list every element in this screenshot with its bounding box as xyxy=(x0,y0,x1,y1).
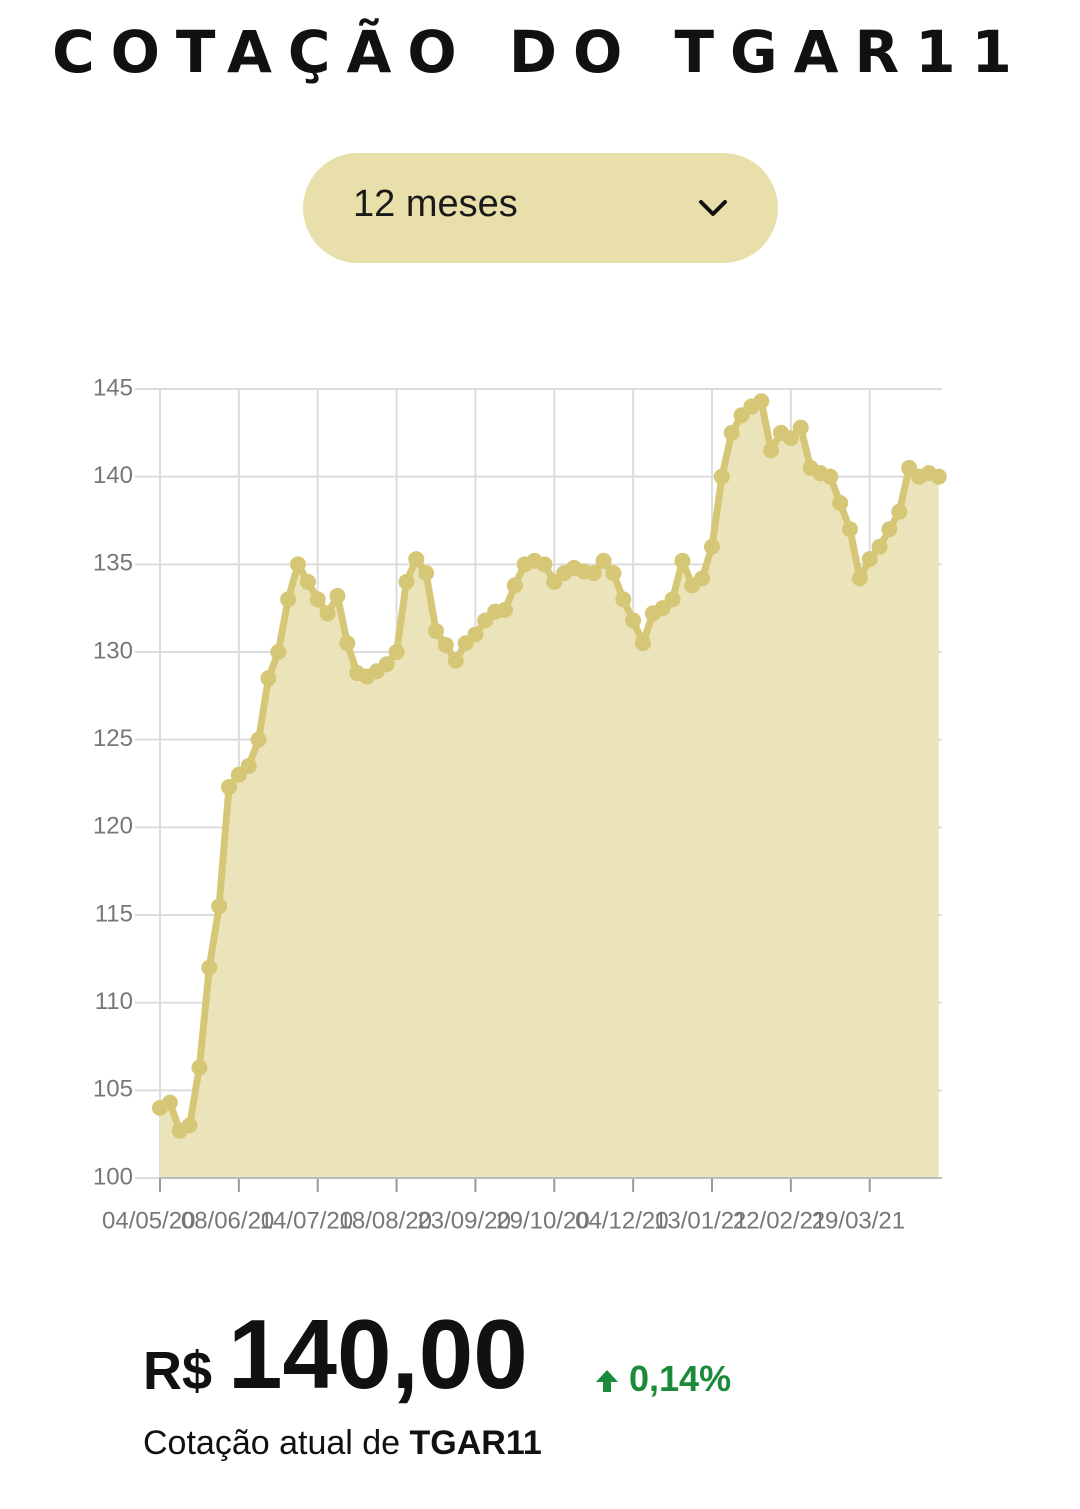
y-tick-label: 110 xyxy=(95,988,133,1015)
data-point xyxy=(418,565,435,582)
data-point xyxy=(260,670,277,687)
data-point xyxy=(221,779,237,796)
data-point xyxy=(674,552,691,569)
data-point xyxy=(280,591,297,608)
x-tick-label: 22/02/21 xyxy=(733,1207,826,1234)
y-tick-label: 135 xyxy=(93,550,133,577)
data-point xyxy=(339,635,356,652)
period-label: 12 meses xyxy=(353,183,518,225)
currency: R$ xyxy=(143,1341,213,1401)
data-point xyxy=(250,731,267,748)
data-point xyxy=(713,468,730,485)
data-point xyxy=(191,1059,208,1076)
data-point xyxy=(290,556,306,573)
data-point xyxy=(871,538,888,555)
data-point xyxy=(211,898,228,915)
data-point xyxy=(398,573,415,590)
y-tick-label: 140 xyxy=(93,462,133,489)
data-point xyxy=(694,570,711,587)
x-tick-label: 14/07/20 xyxy=(260,1207,353,1234)
data-point xyxy=(763,442,780,459)
x-tick-label: 04/05/20 xyxy=(102,1207,195,1234)
data-point xyxy=(181,1117,198,1134)
caption-text: Cotação atual de xyxy=(143,1424,401,1462)
change-value: 0,14% xyxy=(629,1358,732,1399)
data-point xyxy=(309,591,326,608)
data-point xyxy=(585,565,602,582)
data-point xyxy=(782,430,799,447)
data-point xyxy=(270,644,287,660)
y-tick-label: 100 xyxy=(93,1163,133,1190)
data-point xyxy=(664,591,681,608)
data-point xyxy=(388,644,405,660)
x-tick-label: 29/10/20 xyxy=(496,1207,589,1234)
data-point xyxy=(595,552,612,569)
area-fill xyxy=(160,401,939,1178)
data-point xyxy=(161,1094,178,1111)
data-point xyxy=(605,565,622,582)
caption: Cotação atual de TGAR11 xyxy=(143,1424,542,1463)
data-point xyxy=(506,577,523,594)
data-point xyxy=(635,635,651,652)
x-tick-label: 13/01/21 xyxy=(654,1207,747,1234)
data-point xyxy=(891,503,908,520)
data-point xyxy=(299,573,316,590)
x-tick-label: 29/03/21 xyxy=(812,1207,905,1234)
y-tick-label: 115 xyxy=(95,900,133,927)
data-point xyxy=(704,538,720,555)
data-point xyxy=(447,652,464,669)
data-point xyxy=(536,556,553,573)
data-point xyxy=(723,424,740,441)
data-point xyxy=(881,521,898,538)
data-point xyxy=(851,570,868,587)
data-point xyxy=(437,636,454,653)
y-tick-label: 120 xyxy=(93,813,133,840)
data-point xyxy=(428,622,444,639)
x-tick-label: 04/12/20 xyxy=(575,1207,668,1234)
ticker: TGAR11 xyxy=(409,1424,542,1462)
y-tick-label: 125 xyxy=(93,725,133,752)
data-point xyxy=(408,551,425,568)
data-point xyxy=(861,551,878,568)
data-point xyxy=(240,757,257,774)
page-title: COTAÇÃO DO TGAR11 xyxy=(52,18,1028,86)
period-select[interactable]: 12 meses xyxy=(303,153,778,263)
y-tick-label: 130 xyxy=(93,637,133,664)
y-tick-label: 145 xyxy=(93,374,133,401)
data-point xyxy=(378,656,395,673)
data-point xyxy=(467,626,484,643)
data-point xyxy=(329,587,346,604)
data-point xyxy=(319,605,336,622)
data-point xyxy=(822,468,839,485)
data-point xyxy=(832,494,849,511)
price-change: 0,14% xyxy=(593,1358,731,1400)
data-point xyxy=(792,419,809,436)
price-value: 140,00 xyxy=(228,1299,528,1409)
x-tick-label: 08/06/20 xyxy=(181,1207,274,1234)
x-tick-label: 18/08/20 xyxy=(339,1207,432,1234)
data-point xyxy=(842,521,858,538)
data-point xyxy=(615,591,632,608)
y-tick-label: 105 xyxy=(93,1076,133,1103)
x-tick-label: 23/09/20 xyxy=(417,1207,510,1234)
data-point xyxy=(930,468,947,485)
data-point xyxy=(497,601,513,618)
data-point xyxy=(625,612,642,629)
data-point xyxy=(201,959,218,976)
up-arrow-icon xyxy=(596,1370,618,1393)
data-point xyxy=(753,393,770,410)
chevron-icon xyxy=(699,200,727,216)
chart: 100 105 110 115 120 125 130 135 140 145 04/05/2008… xyxy=(93,374,947,1234)
